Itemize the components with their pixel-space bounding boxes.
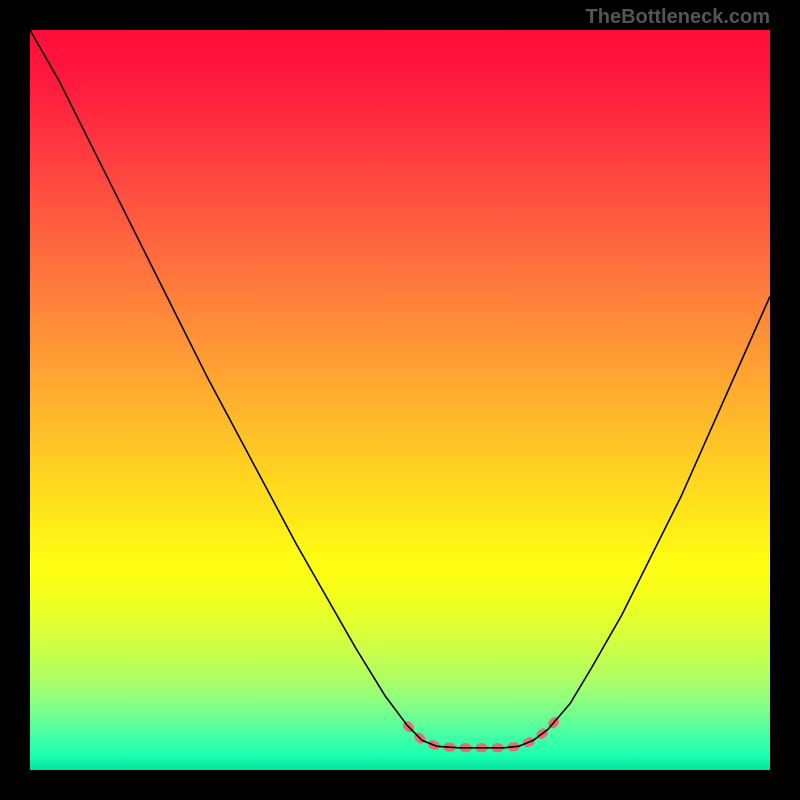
bottleneck-curve — [30, 30, 770, 748]
flat-region-highlight — [407, 712, 562, 748]
chart-container: TheBottleneck.com — [0, 0, 800, 800]
curve-layer — [30, 30, 770, 770]
plot-area — [30, 30, 770, 770]
attribution-text: TheBottleneck.com — [586, 6, 770, 29]
